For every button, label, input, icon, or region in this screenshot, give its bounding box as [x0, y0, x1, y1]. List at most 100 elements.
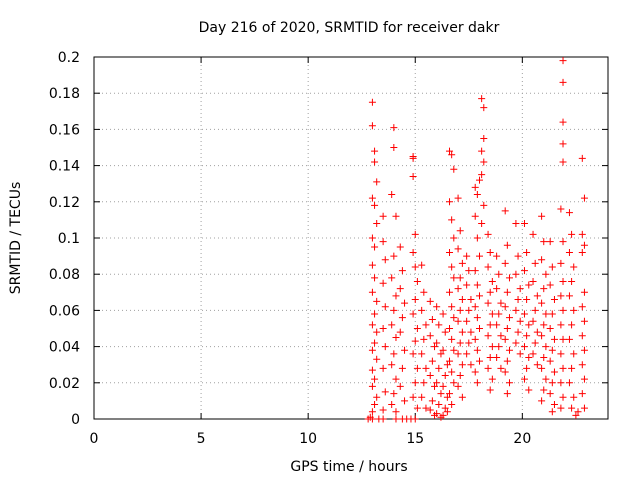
- data-point: [488, 310, 496, 318]
- data-point: [476, 292, 483, 300]
- data-point: [503, 357, 511, 365]
- data-point: [381, 343, 389, 351]
- data-point: [368, 366, 376, 374]
- data-point: [505, 346, 513, 354]
- data-point: [413, 364, 421, 372]
- data-point: [501, 259, 509, 267]
- data-point: [463, 350, 471, 358]
- data-point: [388, 191, 396, 199]
- data-point: [401, 346, 409, 354]
- data-point: [578, 154, 586, 162]
- data-point: [371, 310, 379, 318]
- data-point: [373, 328, 381, 336]
- data-point: [368, 415, 376, 423]
- x-axis-label: GPS time / hours: [290, 459, 407, 475]
- y-tick-label: 0.06: [49, 303, 80, 319]
- y-tick-label: 0.08: [49, 267, 80, 283]
- data-point: [368, 194, 376, 202]
- data-point: [559, 158, 567, 166]
- data-point: [570, 263, 578, 271]
- data-point: [542, 375, 550, 383]
- data-point: [550, 296, 558, 304]
- data-point: [529, 350, 537, 358]
- data-point: [514, 252, 522, 260]
- data-point: [559, 393, 567, 401]
- data-point: [548, 408, 556, 416]
- data-point: [501, 207, 509, 215]
- data-point: [458, 361, 466, 369]
- data-point: [379, 415, 387, 423]
- data-point: [529, 277, 537, 285]
- data-point: [501, 303, 509, 311]
- data-point: [548, 263, 556, 271]
- data-point: [473, 281, 481, 289]
- y-tick-label: 0.16: [49, 122, 80, 138]
- data-point: [448, 401, 456, 409]
- data-point: [373, 355, 381, 363]
- data-point: [396, 328, 404, 336]
- data-point: [505, 379, 513, 387]
- data-point: [550, 335, 558, 343]
- data-point: [557, 321, 565, 329]
- data-point: [493, 353, 501, 361]
- data-point: [497, 299, 505, 307]
- data-point: [371, 339, 379, 347]
- data-point: [379, 279, 387, 287]
- data-point: [488, 343, 496, 351]
- data-point: [433, 410, 441, 418]
- data-point: [512, 306, 520, 314]
- data-point: [368, 288, 376, 296]
- data-point: [441, 328, 449, 336]
- data-point: [580, 375, 588, 383]
- data-point: [540, 285, 548, 293]
- data-point: [478, 220, 486, 228]
- data-point: [473, 346, 481, 354]
- data-point: [546, 281, 554, 289]
- data-point: [373, 297, 381, 305]
- data-point: [368, 122, 376, 130]
- data-point: [484, 332, 492, 340]
- y-tick-label: 0.02: [49, 376, 80, 392]
- data-point: [418, 261, 426, 269]
- data-point: [371, 243, 379, 251]
- data-point: [501, 368, 509, 376]
- data-point: [516, 317, 524, 325]
- data-point: [540, 238, 548, 246]
- y-tick-label: 0.04: [49, 340, 80, 356]
- data-point: [446, 357, 454, 365]
- data-point: [476, 252, 483, 260]
- data-point: [437, 390, 445, 398]
- data-point: [533, 361, 541, 369]
- data-point: [495, 310, 503, 318]
- data-point: [503, 288, 511, 296]
- data-point: [390, 390, 398, 398]
- data-point: [388, 361, 396, 369]
- data-point: [431, 343, 439, 351]
- data-point: [439, 346, 447, 354]
- data-point: [420, 288, 428, 296]
- data-point: [392, 334, 400, 342]
- data-point: [580, 241, 588, 249]
- data-point: [550, 401, 558, 409]
- data-point: [437, 350, 445, 358]
- data-point: [486, 248, 494, 256]
- data-point: [471, 335, 479, 343]
- data-point: [559, 57, 567, 65]
- data-point: [368, 408, 376, 416]
- data-point: [456, 227, 464, 235]
- data-point: [578, 303, 586, 311]
- data-point: [396, 285, 404, 293]
- data-point: [557, 404, 565, 412]
- data-point: [478, 147, 486, 155]
- data-point: [371, 201, 379, 209]
- data-point: [542, 343, 550, 351]
- data-point: [450, 314, 458, 322]
- data-point: [565, 292, 573, 300]
- data-point: [433, 339, 441, 347]
- data-point: [450, 234, 458, 242]
- data-point: [548, 346, 556, 354]
- data-point: [411, 337, 419, 345]
- data-point: [467, 296, 475, 304]
- data-point: [368, 98, 376, 106]
- data-point: [572, 411, 580, 419]
